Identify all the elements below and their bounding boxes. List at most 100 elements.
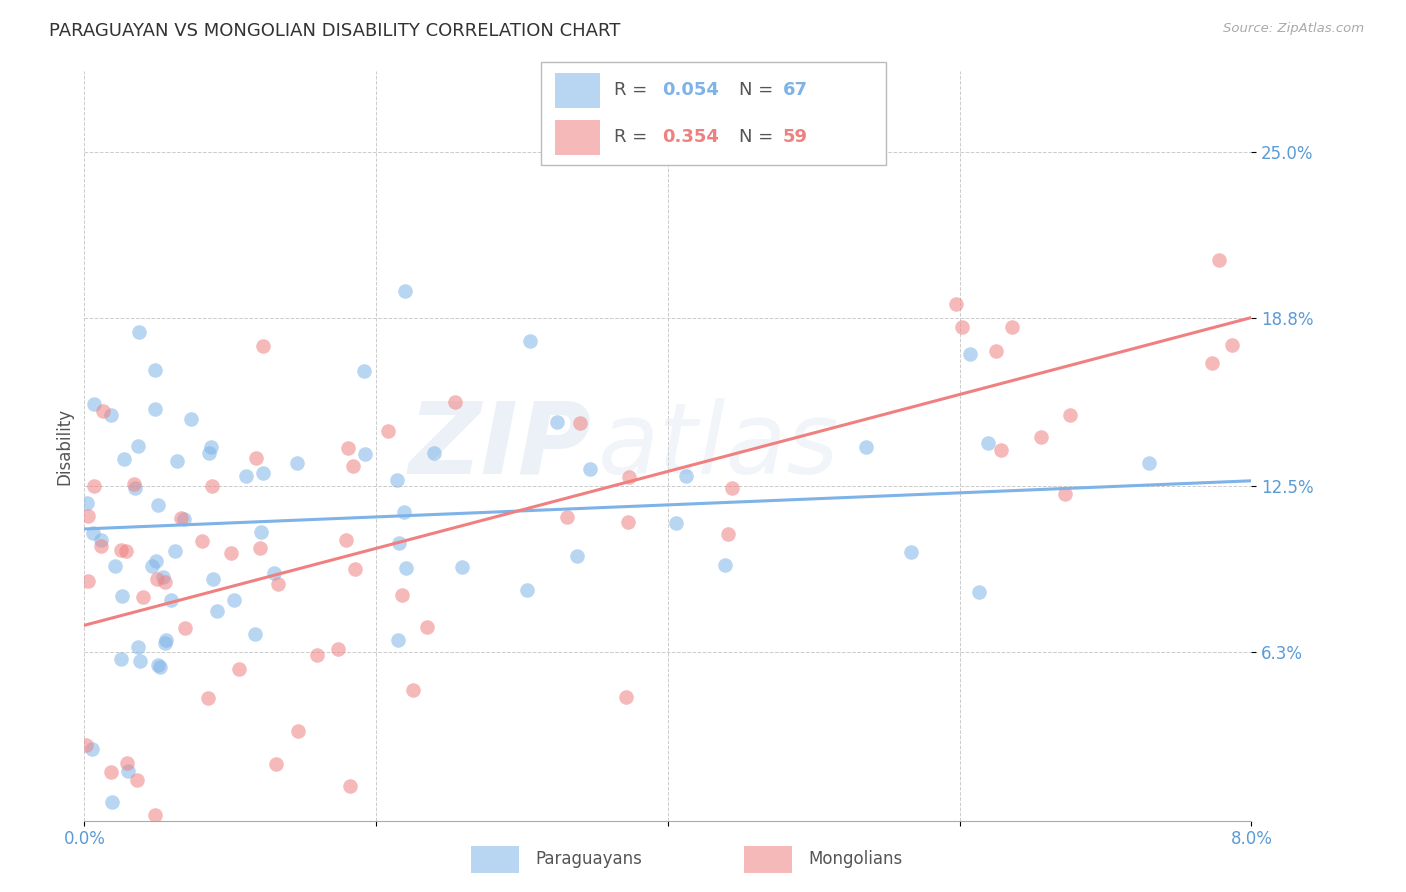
Text: ZIP: ZIP <box>409 398 592 494</box>
FancyBboxPatch shape <box>744 847 792 873</box>
Point <box>444 395 467 409</box>
Point <box>82 526 104 541</box>
Point <box>720 481 742 495</box>
Point <box>1220 337 1243 351</box>
Point <box>328 642 350 657</box>
Point <box>339 779 361 793</box>
Text: 67: 67 <box>782 81 807 99</box>
Point <box>143 363 166 377</box>
Point <box>149 660 172 674</box>
Point <box>166 454 188 468</box>
Point <box>146 657 169 672</box>
Point <box>243 627 266 641</box>
Point <box>76 509 98 524</box>
Point <box>163 544 186 558</box>
Point <box>387 632 409 647</box>
Point <box>190 533 212 548</box>
Text: PARAGUAYAN VS MONGOLIAN DISABILITY CORRELATION CHART: PARAGUAYAN VS MONGOLIAN DISABILITY CORRE… <box>49 22 620 40</box>
Point <box>675 469 697 483</box>
Point <box>76 496 98 510</box>
Point <box>287 723 309 738</box>
Point <box>245 451 267 466</box>
Point <box>155 636 177 650</box>
Point <box>565 549 588 563</box>
Point <box>104 558 127 573</box>
Point <box>267 577 290 591</box>
Point <box>569 416 592 430</box>
Point <box>146 499 169 513</box>
Point <box>1201 357 1223 371</box>
Point <box>200 440 222 454</box>
Point <box>90 539 112 553</box>
Point <box>1054 487 1077 501</box>
Point <box>100 765 122 780</box>
Text: R =: R = <box>613 128 652 146</box>
Point <box>617 516 640 530</box>
Point <box>160 593 183 607</box>
Point <box>578 462 600 476</box>
Point <box>110 652 132 666</box>
Point <box>153 575 176 590</box>
Point <box>976 435 998 450</box>
FancyBboxPatch shape <box>555 120 600 155</box>
Point <box>353 364 375 378</box>
Point <box>101 795 124 809</box>
Text: Mongolians: Mongolians <box>808 849 903 868</box>
Point <box>665 516 688 530</box>
Point <box>117 764 139 778</box>
Point <box>170 510 193 524</box>
Point <box>173 621 195 635</box>
Point <box>202 573 225 587</box>
Point <box>900 545 922 559</box>
Point <box>155 633 177 648</box>
Point <box>617 470 640 484</box>
Point <box>152 570 174 584</box>
Point <box>1031 430 1053 444</box>
FancyBboxPatch shape <box>541 62 886 165</box>
Point <box>250 524 273 539</box>
Point <box>717 527 740 541</box>
Point <box>145 808 167 822</box>
Point <box>110 543 132 558</box>
Point <box>1001 320 1024 334</box>
Point <box>353 447 375 461</box>
Point <box>990 443 1012 458</box>
Point <box>1137 456 1160 470</box>
Point <box>342 458 364 473</box>
Point <box>967 584 990 599</box>
Point <box>343 562 366 576</box>
Point <box>855 440 877 454</box>
Point <box>394 284 416 298</box>
Text: 59: 59 <box>782 128 807 146</box>
Text: R =: R = <box>613 81 652 99</box>
Text: 0.354: 0.354 <box>662 128 718 146</box>
Point <box>90 533 112 548</box>
Point <box>83 397 105 411</box>
Point <box>546 415 568 429</box>
Point <box>82 742 104 756</box>
Point <box>264 756 287 771</box>
Point <box>143 401 166 416</box>
Point <box>392 505 415 519</box>
Point <box>950 320 973 334</box>
Text: Paraguayans: Paraguayans <box>536 849 643 868</box>
Point <box>516 582 538 597</box>
Point <box>385 473 408 487</box>
Point <box>75 739 97 753</box>
Point <box>127 439 149 453</box>
Point <box>402 682 425 697</box>
Text: N =: N = <box>740 81 779 99</box>
Point <box>285 456 308 470</box>
Point <box>252 339 274 353</box>
Text: N =: N = <box>740 128 779 146</box>
Point <box>77 574 100 588</box>
Point <box>132 590 155 604</box>
Point <box>127 640 149 654</box>
Point <box>141 559 163 574</box>
Point <box>1059 408 1081 422</box>
Y-axis label: Disability: Disability <box>55 408 73 484</box>
Point <box>307 648 329 662</box>
Point <box>127 772 149 787</box>
Point <box>224 593 246 607</box>
Point <box>173 511 195 525</box>
